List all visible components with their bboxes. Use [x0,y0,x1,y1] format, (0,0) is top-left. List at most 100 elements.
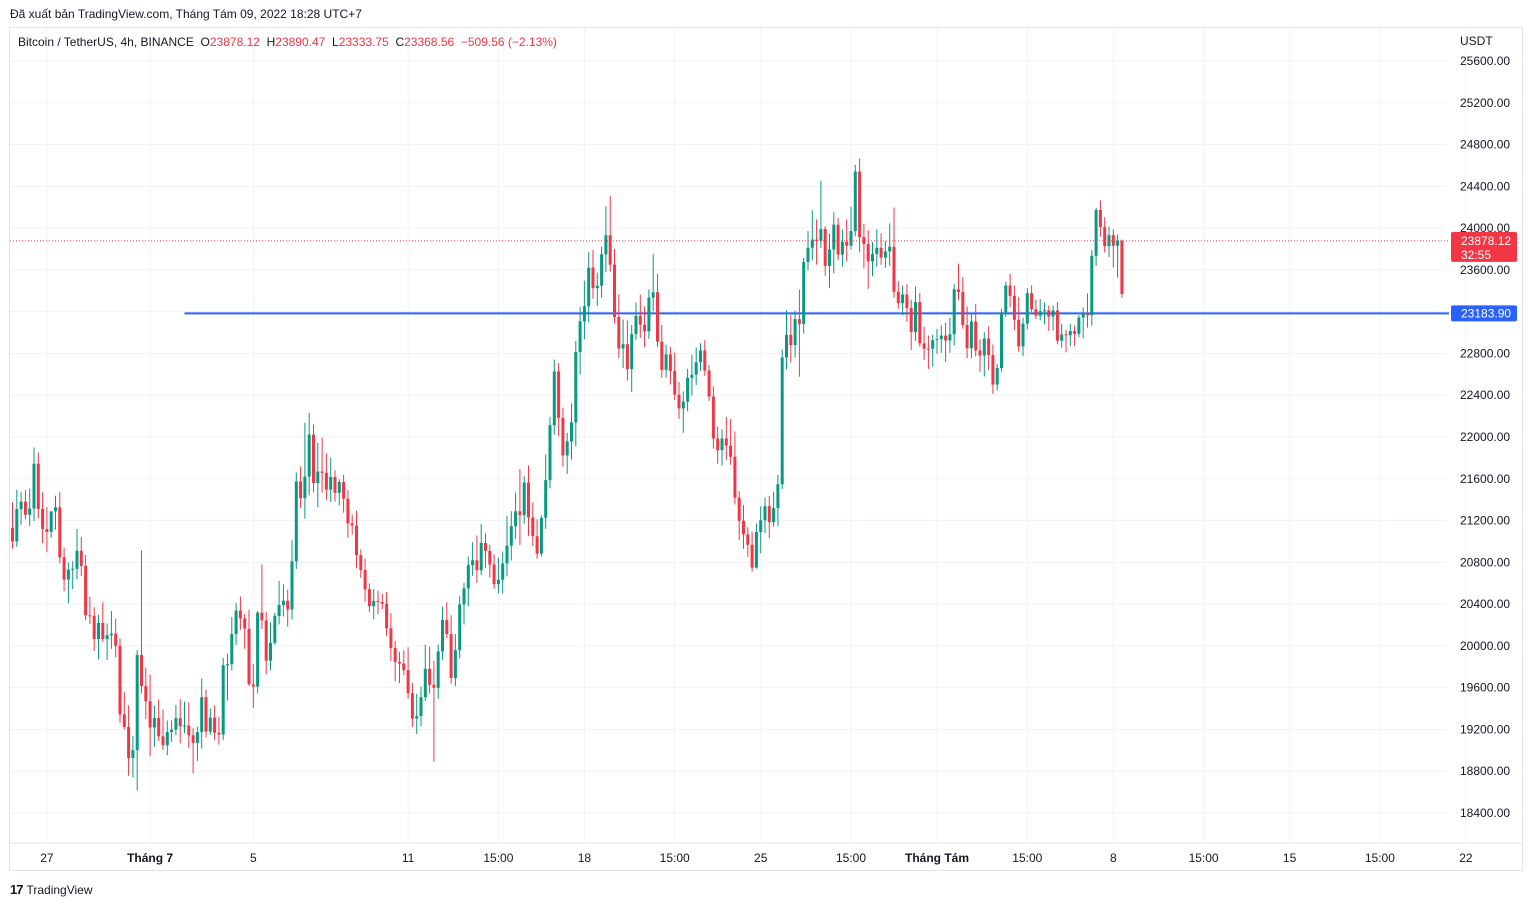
candle [415,693,419,734]
y-tick-label: 24000.00 [1460,221,1510,235]
candle-body [522,482,526,516]
candle-body [608,235,612,265]
candle-body [677,394,681,409]
candle-body [1060,334,1064,341]
candle [367,583,371,612]
candle-body [883,251,887,258]
candle [1030,285,1034,313]
candle [337,479,341,506]
candle-body [402,663,406,671]
candle-body [815,239,819,241]
candle [88,596,92,625]
candle [681,391,685,433]
candle-body [729,445,733,457]
candle-body [862,237,866,245]
candle-body [681,401,685,409]
candle [1017,297,1021,352]
candle-body [686,377,690,402]
candle [716,426,720,464]
candle [729,419,733,465]
candle [273,612,277,645]
y-tick-label: 20000.00 [1460,639,1510,653]
candle-body [969,321,973,349]
candle-body [329,476,333,490]
horizontal-line-label: 23183.90 [1461,306,1511,320]
candle [578,306,582,375]
time-axis: 27 Tháng 7 5 11 15:00 18 15:00 25 15:00 Tháng Tám… [40,851,1473,865]
candle [746,527,750,558]
candle [152,705,156,747]
candle-body [965,325,969,349]
candle-body [195,732,199,743]
candle [269,622,272,671]
candle-body [324,472,328,490]
candle [557,362,561,437]
candle [815,219,819,265]
candle-body [333,476,337,493]
candle-body [565,441,569,456]
candle [957,263,960,301]
candle [969,313,973,359]
candle-body [772,508,776,523]
y-tick-label: 18400.00 [1460,806,1510,820]
last-price-tag [1451,231,1517,262]
candle [204,689,208,738]
candle [552,359,556,435]
candle-body [875,247,879,254]
candle [41,492,45,543]
candle-body [462,588,466,605]
candle-body [45,528,49,532]
candle [419,686,423,727]
candle [264,611,268,675]
candle-body [23,501,27,515]
candle-body [1111,235,1115,246]
candle-body [690,374,694,378]
x-tick-label: 15:00 [836,851,866,865]
candle [49,511,53,538]
candle-body [140,654,143,687]
candle-body [866,244,870,262]
candle-body [759,520,763,532]
y-tick-label: 19200.00 [1460,722,1510,736]
candle [673,352,677,400]
candle-body [277,605,281,617]
candle [299,466,303,509]
candle-body [256,612,260,687]
grid [10,28,1522,844]
candle-body [845,241,849,246]
candle [303,422,307,519]
candle-body [694,362,698,375]
candle [544,454,548,529]
candle-body [75,550,79,569]
candle-body [264,620,268,661]
candle-body [879,247,883,258]
candle-body [320,471,324,473]
candle [651,253,655,312]
candle [858,158,862,252]
candle-body [871,253,874,262]
candle-body [746,534,750,545]
candle [92,607,96,651]
candle [703,340,707,376]
candle-body [1094,210,1098,256]
y-tick-label: 24400.00 [1460,179,1510,193]
candle-body [273,616,277,643]
candle-body [785,334,788,358]
candle [720,429,724,466]
candle [174,704,178,736]
candle [565,432,569,474]
candle [479,523,483,576]
candle [789,314,793,363]
candle-body [509,526,513,546]
candle [346,490,350,538]
candle [664,344,668,378]
tradingview-logo[interactable]: 17 TradingView [10,882,93,897]
candle-body [445,619,449,635]
candle-body [1077,317,1081,334]
candle-body [763,506,767,521]
candle-body [613,264,616,318]
candle-body [385,603,389,629]
candle-body [178,718,182,727]
candle [570,403,573,460]
